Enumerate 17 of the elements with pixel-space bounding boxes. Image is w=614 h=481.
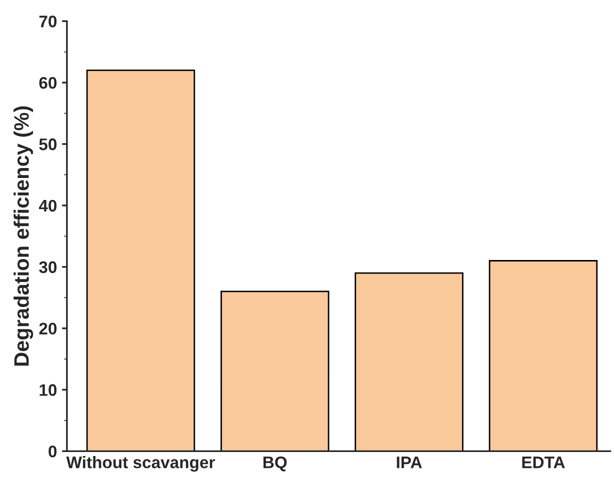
y-tick-label: 50 (39, 138, 57, 150)
bar (86, 70, 196, 452)
y-tick-label: 40 (38, 200, 57, 212)
bar (354, 272, 464, 452)
x-tick-label: IPA (396, 456, 422, 468)
y-tick-label: 0 (48, 446, 57, 458)
bar (220, 290, 330, 452)
y-axis-title: Degradation efficiency (%) (14, 106, 34, 366)
y-tick-label: 60 (39, 76, 57, 89)
x-tick-label: BQ (264, 456, 287, 472)
bar (488, 260, 598, 452)
y-tick-label: 30 (39, 261, 57, 274)
x-tick-label: EDTA (522, 456, 565, 468)
y-tick-label: 20 (39, 322, 57, 335)
y-tick-label: 10 (40, 384, 57, 396)
y-tick-label: 70 (39, 16, 57, 28)
x-tick-label: Without scavanger (66, 456, 215, 472)
